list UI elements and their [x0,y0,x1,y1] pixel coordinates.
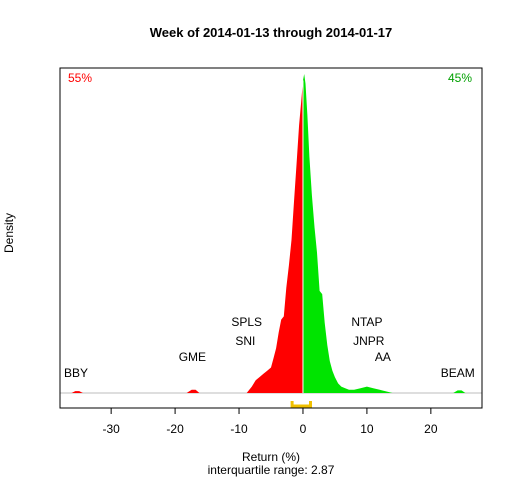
x-tick-label: 10 [360,422,374,436]
ticker-label-aa: AA [375,350,391,364]
negative-returns-area [71,80,303,394]
x-tick-label: -30 [102,422,120,436]
ticker-label-jnpr: JNPR [353,334,385,348]
iqr-bracket [290,401,312,408]
x-tick-label: 0 [300,422,307,436]
ticker-label-ntap: NTAP [351,315,382,329]
x-axis-label: Return (%) [242,450,300,464]
iqr-caption: interquartile range: 2.87 [208,463,335,477]
y-axis-label: Density [2,213,16,253]
ticker-label-spls: SPLS [231,315,262,329]
plot-frame [59,67,483,409]
x-axis: -30 -20 -10 0 10 20 [102,407,438,436]
x-tick-label: -10 [230,422,248,436]
x-tick-label: 20 [424,422,438,436]
ticker-label-beam: BEAM [441,366,475,380]
positive-share-label: 45% [448,71,472,85]
ticker-label-sni: SNI [235,334,255,348]
chart-title: Week of 2014-01-13 through 2014-01-17 [150,25,393,40]
ticker-label-gme: GME [179,350,206,364]
negative-share-label: 55% [68,71,92,85]
x-tick-label: -20 [166,422,184,436]
ticker-label-bby: BBY [64,366,88,380]
positive-returns-area [303,74,466,393]
plot-area: BBY GME SNI SPLS NTAP JNPR AA BEAM [60,74,482,408]
